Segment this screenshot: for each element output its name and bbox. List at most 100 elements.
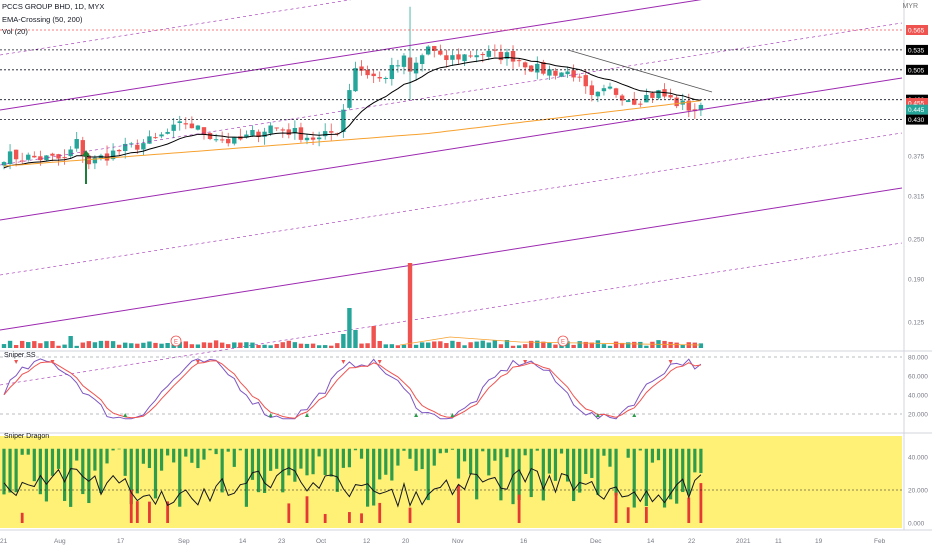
volume-bar [432, 341, 437, 348]
dragon-up-bar [517, 448, 521, 501]
volume-bar [619, 342, 625, 348]
volume-bar [395, 345, 401, 348]
buy-arrow-icon [82, 150, 90, 156]
sell-signal-icon [14, 360, 19, 364]
volume-bar [171, 344, 176, 348]
dragon-down-bar [457, 485, 460, 523]
price-label-box [906, 44, 928, 55]
dragon-up-bar [541, 448, 545, 501]
volume-bar [389, 344, 395, 348]
vol-legend[interactable]: Vol (20) [2, 27, 28, 36]
volume-bar [383, 344, 388, 348]
currency-label: MYR [902, 3, 918, 10]
price-label-box [906, 64, 928, 75]
candle-body [92, 157, 98, 164]
candle-body [110, 150, 116, 160]
volume-bar [147, 341, 152, 348]
dragon-up-bar [584, 448, 588, 474]
volume-bar [1, 344, 7, 348]
time-axis-label: Dec [590, 538, 602, 545]
candle-body [201, 127, 207, 135]
candle-body [486, 50, 491, 57]
candle-body [504, 52, 510, 59]
dragon-up-bar [305, 448, 309, 476]
dragon-up-bar [2, 448, 6, 495]
volume-bar [232, 342, 237, 348]
volume-bar [226, 344, 231, 348]
volume-bar [419, 342, 425, 348]
candle-body [213, 139, 219, 141]
volume-bar [516, 345, 522, 348]
volume-bar [129, 343, 134, 348]
time-axis-label: 11 [775, 538, 782, 545]
candle-body [589, 85, 595, 96]
volume-bar [292, 342, 298, 348]
dragon-up-bar [650, 448, 655, 463]
earnings-marker [170, 335, 182, 347]
volume-bar [450, 340, 455, 348]
dragon-up-bar [329, 448, 333, 477]
time-axis-label: 22 [688, 538, 696, 545]
candle-body [444, 55, 449, 60]
dragon-up-bar [608, 448, 612, 467]
volume-bar [159, 343, 164, 348]
candle-body [280, 129, 285, 131]
sell-signal-icon [377, 360, 382, 364]
dragon-down-bar [626, 507, 630, 523]
buy-signal-icon [305, 413, 309, 417]
symbol-legend[interactable]: PCCS GROUP BHD, 1D, MYX [2, 2, 105, 11]
price-label-text: 0.505 [908, 67, 925, 74]
dragon-up-bar [384, 448, 388, 475]
price-label-box [906, 114, 928, 125]
dragon-up-bar [172, 448, 176, 463]
dragon-up-bar [250, 448, 255, 480]
volume-bar [644, 345, 649, 348]
dragon-up-bar [462, 448, 467, 462]
candle-body [656, 90, 661, 99]
ema-legend[interactable]: EMA-Crossing (50, 200) [2, 15, 83, 24]
candle-body [668, 95, 673, 98]
candle-body [674, 97, 679, 107]
candle-body [116, 149, 122, 152]
volume-bar [189, 344, 195, 348]
volume-bar [286, 340, 292, 348]
volume-bar [625, 342, 631, 348]
candle-body [7, 151, 13, 165]
candle-body [395, 65, 401, 67]
candle-body [232, 137, 237, 144]
candle-body [13, 149, 19, 160]
time-axis-label: 12 [363, 538, 371, 545]
dragon-up-bar [111, 448, 115, 451]
earnings-marker-label: E [561, 340, 565, 346]
volume-bar [504, 340, 510, 348]
price-label-box [906, 104, 928, 115]
dragon-up-bar [626, 448, 630, 458]
dragon-down-bar [687, 497, 691, 523]
volume-bar [98, 340, 104, 348]
dragon-up-bar [408, 448, 412, 459]
dragon-up-bar [638, 448, 642, 451]
volume-bar [50, 341, 55, 348]
volume-bar [680, 344, 685, 348]
dragon-up-bar [214, 448, 218, 455]
volume-bar [262, 344, 267, 348]
dragon-up-bar [547, 448, 551, 474]
sell-signal-icon [668, 360, 673, 364]
volume-bar [553, 344, 558, 348]
volume-bar [589, 342, 595, 348]
dragon-up-bar [535, 448, 539, 451]
dragon-up-bar [662, 448, 667, 508]
candle-body [274, 127, 279, 129]
dragon-up-bar [105, 448, 109, 464]
volume-bar [135, 343, 140, 348]
candle-body [559, 72, 564, 77]
dragon-up-bar [602, 448, 606, 456]
dragon-up-bar [578, 448, 582, 493]
dragon-up-bar [432, 448, 436, 466]
candle-body [159, 134, 164, 137]
dragon-up-bar [256, 448, 261, 493]
dragon-up-bar [372, 448, 376, 506]
dragon-up-bar [117, 448, 121, 450]
dragon-up-bar [681, 448, 685, 493]
